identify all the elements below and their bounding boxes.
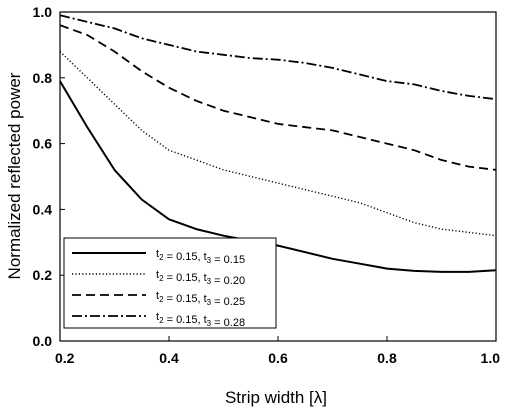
x-tick-label: 0.2: [55, 350, 75, 366]
x-tick-label: 1.0: [481, 350, 501, 366]
legend-entry-3: t2 = 0.15, t3 = 0.25: [156, 290, 245, 308]
series-line-4: [59, 14, 497, 101]
legend-entry-2: t2 = 0.15, t3 = 0.20: [156, 269, 245, 287]
y-tick-label: 0.8: [33, 70, 53, 86]
y-axis-title: Normalized reflected power: [5, 72, 24, 279]
y-tick-label: 0.6: [33, 136, 53, 152]
series-line-2: [59, 50, 497, 237]
legend-entry-4: t2 = 0.15, t3 = 0.28: [156, 311, 245, 329]
legend: t2 = 0.15, t3 = 0.15 t2 = 0.15, t3 = 0.20…: [63, 237, 277, 329]
y-tick-label: 0.2: [33, 267, 53, 283]
y-tick-label: 0.0: [33, 333, 53, 349]
y-tick-label: 1.0: [33, 4, 53, 20]
y-tick-label: 0.4: [33, 201, 53, 217]
series-line-1: [59, 80, 497, 273]
series-line-3: [59, 24, 497, 171]
x-tick-label: 0.6: [268, 350, 288, 366]
x-tick-label: 0.4: [159, 350, 179, 366]
legend-entry-1: t2 = 0.15, t3 = 0.15: [156, 248, 245, 266]
axis-ticks: 0.2 0.4 0.6 0.8 1.00.00.20.40.60.81.0: [33, 4, 501, 366]
x-axis-title: Strip width [λ]: [225, 388, 327, 407]
x-tick-label: 0.8: [377, 350, 397, 366]
series-lines: [59, 14, 497, 273]
